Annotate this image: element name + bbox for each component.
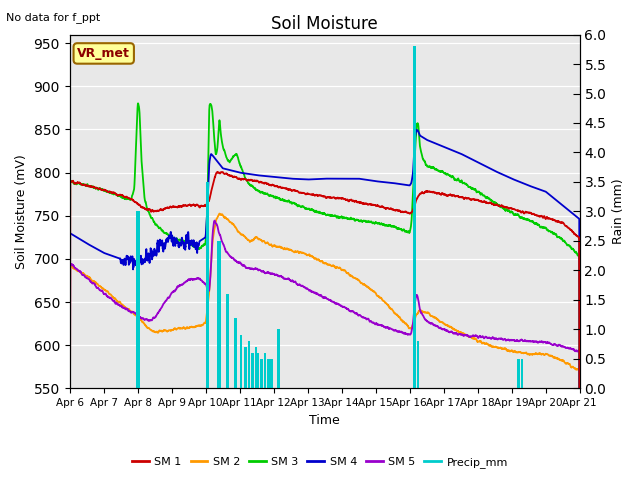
Bar (264, 353, 266, 388)
Bar (521, 359, 524, 388)
Bar (136, 211, 140, 388)
Bar (257, 353, 259, 388)
Bar (517, 359, 520, 388)
Bar (413, 47, 416, 388)
Y-axis label: Soil Moisture (mV): Soil Moisture (mV) (15, 154, 28, 269)
Bar (255, 347, 257, 388)
Bar (234, 318, 237, 388)
Bar (417, 341, 419, 388)
Bar (217, 241, 221, 388)
Title: Soil Moisture: Soil Moisture (271, 15, 378, 33)
Text: No data for f_ppt: No data for f_ppt (6, 12, 100, 23)
Bar (251, 353, 253, 388)
Bar (267, 359, 269, 388)
Bar (240, 335, 243, 388)
Y-axis label: Rain (mm): Rain (mm) (612, 179, 625, 244)
Bar (248, 341, 250, 388)
Bar (226, 294, 229, 388)
Bar (277, 329, 280, 388)
Bar (244, 347, 247, 388)
Bar (206, 182, 209, 388)
Bar (260, 359, 263, 388)
Legend: SM 1, SM 2, SM 3, SM 4, SM 5, Precip_mm: SM 1, SM 2, SM 3, SM 4, SM 5, Precip_mm (128, 452, 512, 472)
X-axis label: Time: Time (309, 414, 340, 427)
Bar (271, 359, 273, 388)
Text: VR_met: VR_met (77, 47, 130, 60)
